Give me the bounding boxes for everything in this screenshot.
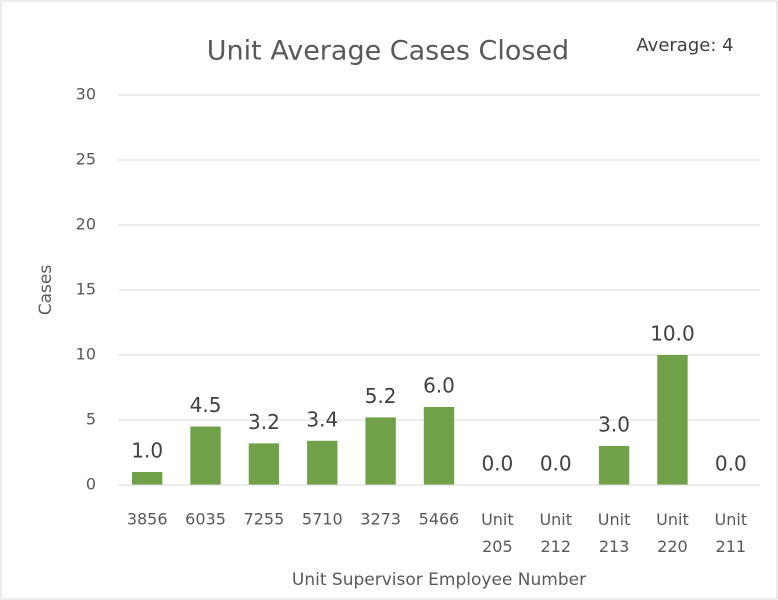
data-label: 10.0 <box>650 322 695 346</box>
bar <box>132 472 163 485</box>
y-tick-label: 20 <box>76 215 96 234</box>
x-tick-label: 5466 <box>419 510 460 529</box>
bar <box>307 440 338 485</box>
data-label: 0.0 <box>481 452 513 476</box>
bar <box>657 355 688 485</box>
data-label: 1.0 <box>131 439 163 463</box>
annotation: Average: 4 <box>636 35 733 56</box>
data-label: 3.4 <box>306 407 338 431</box>
x-axis-title: Unit Supervisor Employee Number <box>292 570 586 590</box>
chart-title: Unit Average Cases Closed <box>207 36 569 67</box>
bar <box>365 417 396 485</box>
data-label: 5.2 <box>365 384 397 408</box>
data-label: 6.0 <box>423 374 455 398</box>
x-tick-label: Unit 220 <box>656 510 689 556</box>
bar <box>248 443 280 485</box>
y-axis-title: Cases <box>36 265 56 316</box>
x-tick-label: 5710 <box>302 510 343 529</box>
x-tick-label: 6035 <box>185 510 226 529</box>
bar <box>598 446 630 485</box>
data-label: 4.5 <box>190 393 222 417</box>
y-tick-label: 30 <box>76 85 96 104</box>
x-tick-label: Unit 212 <box>539 510 572 556</box>
data-label: 3.0 <box>598 413 630 437</box>
y-tick-label: 25 <box>76 150 96 169</box>
x-tick-label: 3273 <box>360 510 401 529</box>
x-tick-label: Unit 213 <box>598 510 631 556</box>
data-label: 0.0 <box>540 452 572 476</box>
bar <box>190 426 221 485</box>
data-label: 3.2 <box>248 410 280 434</box>
y-tick-label: 10 <box>76 345 96 364</box>
y-tick-label: 15 <box>76 280 96 299</box>
y-tick-label: 0 <box>86 475 96 494</box>
x-tick-label: Unit 205 <box>481 510 514 556</box>
data-label: 0.0 <box>715 452 747 476</box>
y-tick-label: 5 <box>86 410 96 429</box>
x-tick-label: 3856 <box>127 510 168 529</box>
x-tick-label: 7255 <box>244 510 285 529</box>
x-tick-label: Unit 211 <box>715 510 748 556</box>
bar <box>423 407 455 485</box>
